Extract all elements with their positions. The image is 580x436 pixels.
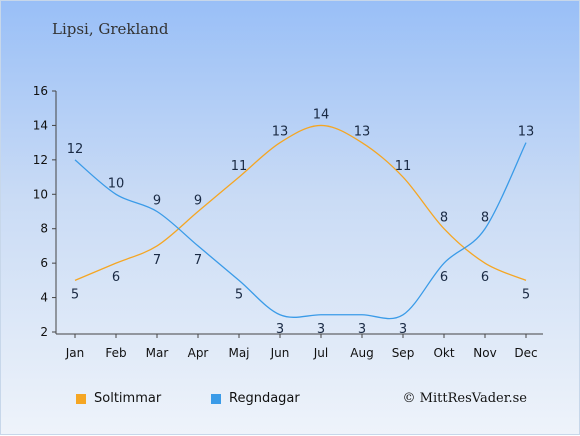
data-label-regndagar: 3 xyxy=(399,322,407,337)
data-label-regndagar: 6 xyxy=(440,270,448,285)
credit-text: © MittResVader.se xyxy=(402,391,527,406)
data-label-regndagar: 3 xyxy=(358,322,366,337)
data-label-soltimmar: 6 xyxy=(481,270,489,285)
data-label-soltimmar: 8 xyxy=(440,211,448,226)
x-tick-label: Apr xyxy=(188,346,209,360)
y-tick-label: 4 xyxy=(40,291,48,305)
y-tick-label: 12 xyxy=(33,153,48,167)
legend-swatch-soltimmar xyxy=(76,393,86,404)
y-tick-label: 16 xyxy=(33,84,48,98)
y-tick-label: 2 xyxy=(40,325,48,339)
data-label-soltimmar: 13 xyxy=(272,125,289,140)
legend-item-soltimmar: Soltimmar xyxy=(76,391,161,406)
x-tick-label: Dec xyxy=(514,346,537,360)
x-tick-label: Sep xyxy=(392,346,415,360)
data-label-regndagar: 12 xyxy=(67,142,84,157)
chart-title: Lipsi, Grekland xyxy=(52,20,169,38)
y-tick-label: 10 xyxy=(33,187,48,201)
legend-label-soltimmar: Soltimmar xyxy=(94,391,162,406)
data-label-soltimmar: 9 xyxy=(194,194,202,209)
data-label-regndagar: 3 xyxy=(317,322,325,337)
x-tick-label: Feb xyxy=(105,346,126,360)
legend-label-regndagar: Regndagar xyxy=(229,391,300,406)
data-label-soltimmar: 11 xyxy=(395,159,412,174)
legend-item-regndagar: Regndagar xyxy=(211,391,300,406)
data-label-regndagar: 5 xyxy=(235,287,243,302)
data-label-soltimmar: 13 xyxy=(354,125,371,140)
data-label-regndagar: 10 xyxy=(108,176,125,191)
x-tick-label: Aug xyxy=(350,346,373,360)
data-label-regndagar: 8 xyxy=(481,211,489,226)
series-line-regndagar xyxy=(74,142,527,320)
x-tick-label: Nov xyxy=(473,346,496,360)
x-tick-label: Jul xyxy=(313,346,328,360)
data-label-soltimmar: 6 xyxy=(112,270,120,285)
y-tick-label: 14 xyxy=(33,118,48,132)
data-label-regndagar: 7 xyxy=(194,253,202,268)
x-tick-label: Jan xyxy=(65,346,85,360)
data-label-soltimmar: 5 xyxy=(522,287,530,302)
data-label-soltimmar: 7 xyxy=(153,253,161,268)
data-label-regndagar: 13 xyxy=(518,125,535,140)
data-label-regndagar: 3 xyxy=(276,322,284,337)
y-tick-label: 8 xyxy=(40,222,48,236)
y-tick-label: 6 xyxy=(40,256,48,270)
data-label-soltimmar: 11 xyxy=(231,159,248,174)
series-line-soltimmar xyxy=(74,124,527,281)
data-label-soltimmar: 14 xyxy=(313,107,330,122)
x-tick-label: Okt xyxy=(433,346,454,360)
x-tick-label: Jun xyxy=(270,346,290,360)
legend-swatch-regndagar xyxy=(211,393,221,404)
data-label-soltimmar: 5 xyxy=(71,287,79,302)
x-tick-label: Mar xyxy=(146,346,169,360)
data-label-regndagar: 9 xyxy=(153,194,161,209)
x-tick-label: Maj xyxy=(228,346,249,360)
